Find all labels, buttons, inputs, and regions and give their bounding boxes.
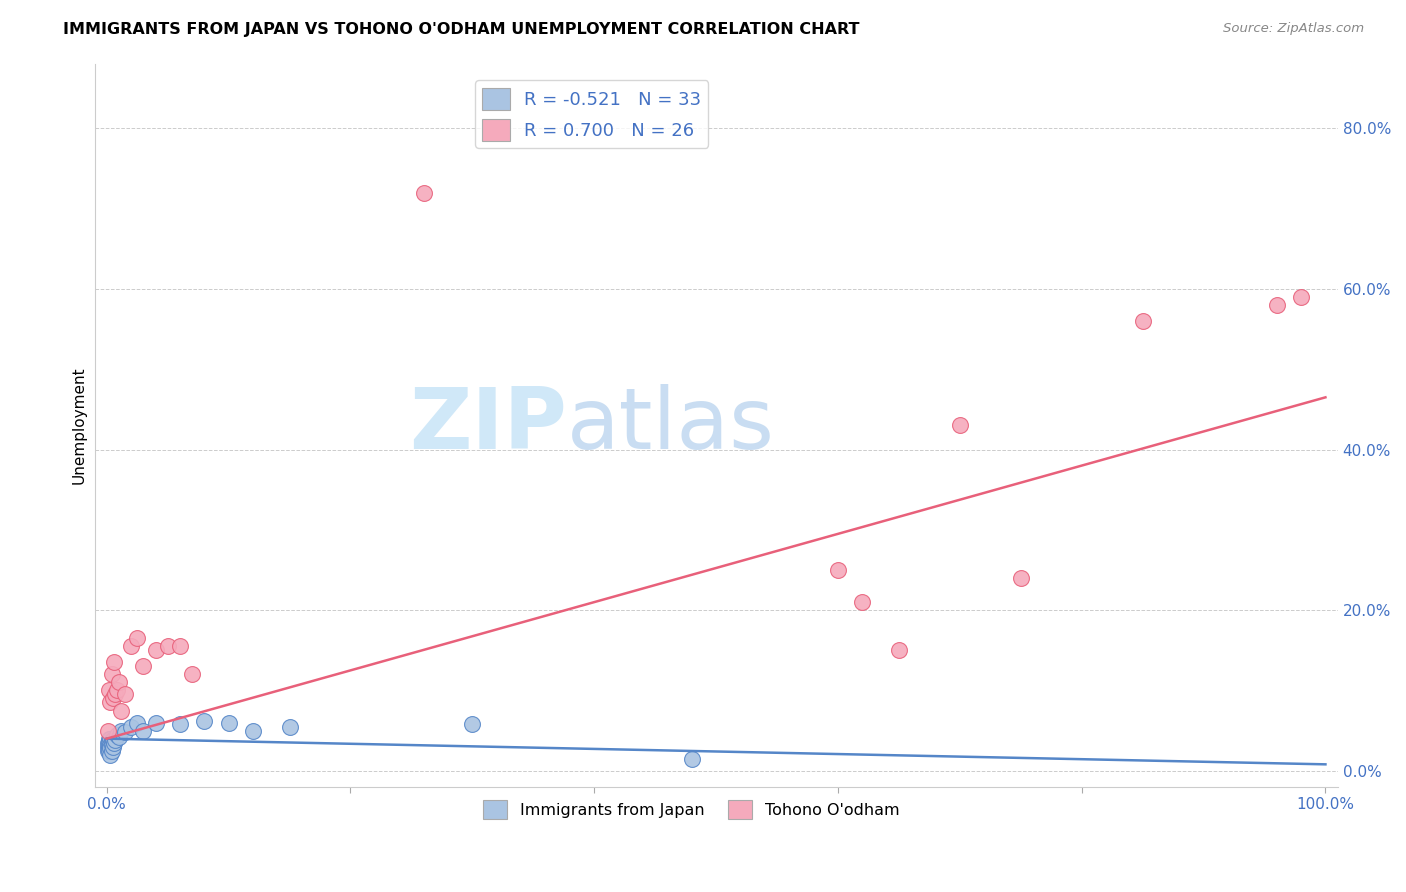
Point	[98, 739, 121, 754]
Point	[127, 715, 149, 730]
Point	[98, 736, 121, 750]
Point	[110, 704, 132, 718]
Point	[681, 752, 703, 766]
Point	[114, 725, 136, 739]
Point	[101, 691, 124, 706]
Point	[887, 643, 910, 657]
Point	[127, 632, 149, 646]
Point	[103, 656, 125, 670]
Point	[105, 683, 128, 698]
Point	[193, 714, 215, 728]
Point	[242, 723, 264, 738]
Point	[97, 736, 120, 750]
Point	[181, 667, 204, 681]
Point	[103, 736, 125, 750]
Point	[132, 723, 155, 738]
Point	[1289, 290, 1312, 304]
Point	[108, 675, 131, 690]
Point	[100, 731, 122, 746]
Point	[156, 640, 179, 654]
Point	[100, 741, 122, 756]
Point	[104, 688, 127, 702]
Legend: Immigrants from Japan, Tohono O'odham: Immigrants from Japan, Tohono O'odham	[477, 794, 905, 826]
Point	[97, 739, 120, 754]
Point	[100, 738, 122, 752]
Point	[120, 720, 142, 734]
Point	[105, 728, 128, 742]
Point	[949, 418, 972, 433]
Point	[100, 738, 122, 752]
Point	[100, 733, 122, 747]
Point	[145, 715, 167, 730]
Point	[98, 731, 121, 746]
Point	[461, 717, 484, 731]
Point	[100, 667, 122, 681]
Point	[412, 186, 434, 200]
Point	[101, 733, 124, 747]
Point	[97, 723, 120, 738]
Point	[98, 683, 121, 698]
Text: ZIP: ZIP	[409, 384, 567, 467]
Point	[851, 595, 873, 609]
Point	[169, 640, 191, 654]
Text: IMMIGRANTS FROM JAPAN VS TOHONO O'ODHAM UNEMPLOYMENT CORRELATION CHART: IMMIGRANTS FROM JAPAN VS TOHONO O'ODHAM …	[63, 22, 860, 37]
Point	[278, 720, 301, 734]
Point	[1265, 298, 1288, 312]
Text: atlas: atlas	[567, 384, 775, 467]
Point	[100, 696, 122, 710]
Point	[100, 744, 122, 758]
Point	[1132, 314, 1154, 328]
Point	[827, 563, 849, 577]
Point	[1010, 571, 1032, 585]
Point	[104, 733, 127, 747]
Y-axis label: Unemployment: Unemployment	[72, 367, 86, 484]
Point	[97, 744, 120, 758]
Point	[132, 659, 155, 673]
Point	[98, 744, 121, 758]
Point	[110, 723, 132, 738]
Point	[218, 715, 240, 730]
Point	[120, 640, 142, 654]
Point	[145, 643, 167, 657]
Point	[108, 730, 131, 744]
Point	[100, 747, 122, 762]
Point	[169, 717, 191, 731]
Point	[101, 739, 124, 754]
Point	[114, 688, 136, 702]
Text: Source: ZipAtlas.com: Source: ZipAtlas.com	[1223, 22, 1364, 36]
